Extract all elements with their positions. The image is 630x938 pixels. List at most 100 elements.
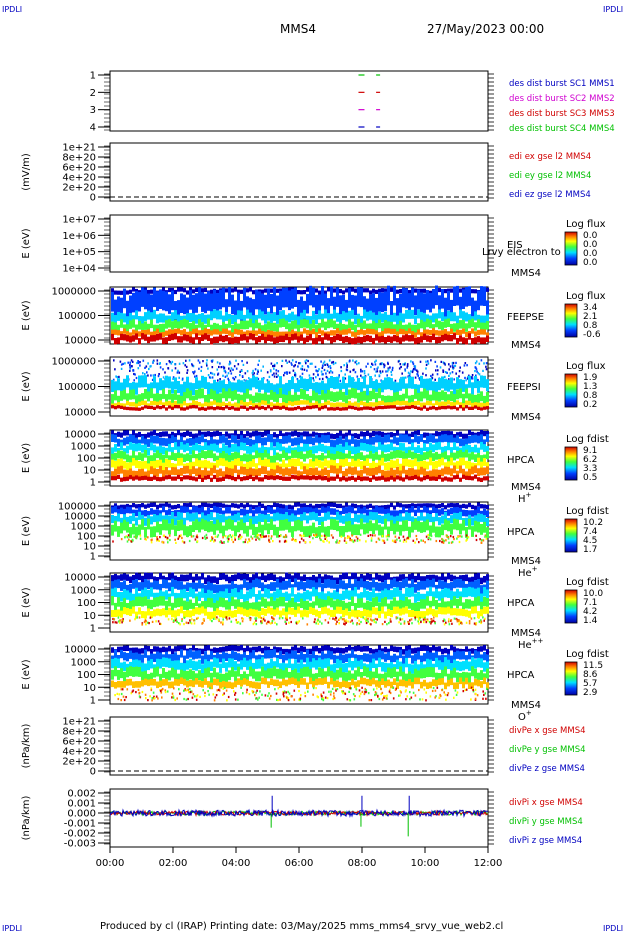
spectrogram-cell xyxy=(402,521,405,532)
spectrogram-cell xyxy=(207,450,210,458)
spectrogram-cell xyxy=(207,612,210,619)
spectrogram-speck xyxy=(191,618,193,620)
spectrogram-cell xyxy=(384,589,387,598)
spectrogram-cell xyxy=(195,506,198,513)
spectrogram-cell xyxy=(351,525,354,536)
spectrogram-cell xyxy=(156,505,159,509)
spectrogram-cell xyxy=(300,646,303,652)
spectrogram-cell xyxy=(210,504,213,508)
spectrogram-cell xyxy=(441,478,444,482)
spectrogram-speck xyxy=(448,542,450,544)
spectrogram-speck xyxy=(333,363,335,365)
spectrogram-speck xyxy=(208,374,210,376)
spectrogram-cell xyxy=(288,505,291,509)
spectrogram-cell xyxy=(177,381,180,393)
spectrogram-cell xyxy=(339,515,342,523)
spectrogram-cell xyxy=(165,431,168,436)
spectrogram-speck xyxy=(459,541,461,543)
legend-entry: divPe x gse MMS4 xyxy=(509,726,586,736)
spectrogram-cell xyxy=(159,504,162,508)
spectrogram-cell xyxy=(450,582,453,591)
spectrogram-cell xyxy=(369,391,372,401)
spectrogram-cell xyxy=(411,610,414,617)
spectrogram-cell xyxy=(186,335,189,341)
spectrogram-cell xyxy=(411,377,414,389)
spectrogram-cell xyxy=(177,458,180,466)
spectrogram-cell xyxy=(312,646,315,652)
spectrogram-cell xyxy=(429,458,432,466)
spectrogram-cell xyxy=(453,519,456,530)
spectrogram-cell xyxy=(333,610,336,617)
spectrogram-cell xyxy=(267,514,270,522)
spectrogram-cell xyxy=(483,504,486,508)
legend-entry: divPi y gse MMS4 xyxy=(509,817,583,827)
spectrogram-speck xyxy=(264,620,266,622)
spectrogram-cell xyxy=(246,330,249,335)
spectrogram-cell xyxy=(375,435,378,443)
spectrogram-cell xyxy=(189,323,192,332)
spectrogram-speck xyxy=(299,534,301,536)
spectrogram-cell xyxy=(336,584,339,593)
spectrogram-speck xyxy=(478,617,480,619)
spectrogram-cell xyxy=(309,476,312,480)
spectrogram-cell xyxy=(354,646,357,652)
spectrogram-cell xyxy=(330,376,333,388)
spectrogram-speck xyxy=(271,535,273,537)
spectrogram-cell xyxy=(378,312,381,321)
spectrogram-speck xyxy=(268,535,270,537)
spectrogram-cell xyxy=(213,611,216,618)
spectrogram-cell xyxy=(393,470,396,478)
spectrogram-cell xyxy=(450,508,453,515)
spectrogram-cell xyxy=(225,391,228,401)
spectrogram-speck xyxy=(121,621,123,623)
spectrogram-cell xyxy=(180,590,183,599)
spectrogram-speck xyxy=(479,373,481,375)
spectrogram-cell xyxy=(153,461,156,469)
spectrogram-speck xyxy=(224,370,226,372)
spectrogram-cell xyxy=(345,336,348,342)
spectrogram-cell xyxy=(171,512,174,520)
spectrogram-cell xyxy=(315,468,318,476)
spectrogram-cell xyxy=(483,286,486,306)
spectrogram-cell xyxy=(183,432,186,437)
spectrogram-speck xyxy=(398,621,400,623)
spectrogram-cell xyxy=(123,607,126,614)
spectrogram-cell xyxy=(186,431,189,436)
spectrogram-cell xyxy=(204,520,207,531)
legend-entry: edi ex gse l2 MMS4 xyxy=(509,152,591,162)
spectrogram-speck xyxy=(445,371,447,373)
spectrogram-cell xyxy=(195,458,198,466)
spectrogram-speck xyxy=(371,540,373,542)
spectrogram-speck xyxy=(346,362,348,364)
spectrogram-cell xyxy=(459,439,462,447)
spectrogram-cell xyxy=(486,527,489,538)
spectrogram-cell xyxy=(462,320,465,329)
spectrogram-cell xyxy=(438,337,441,343)
spectrogram-speck xyxy=(282,360,284,362)
spectrogram-cell xyxy=(384,519,387,530)
spectrogram-cell xyxy=(225,453,228,461)
spectrogram-cell xyxy=(309,607,312,614)
spectrogram-cell xyxy=(402,377,405,389)
spectrogram-speck xyxy=(322,378,324,380)
spectrogram-speck xyxy=(486,538,488,540)
spectrogram-cell xyxy=(444,519,447,530)
spectrogram-cell xyxy=(432,313,435,322)
spectrogram-cell xyxy=(432,334,435,340)
spectrogram-cell xyxy=(303,592,306,601)
spectrogram-speck xyxy=(169,539,171,541)
spectrogram-cell xyxy=(144,588,147,597)
spectrogram-speck xyxy=(357,540,359,542)
y-axis-label: E (eV) xyxy=(21,228,32,258)
spectrogram-cell xyxy=(474,289,477,293)
spectrogram-cell xyxy=(123,430,126,435)
spectrogram-cell xyxy=(432,645,435,651)
spectrogram-cell xyxy=(159,289,162,309)
spectrogram-speck xyxy=(422,373,424,375)
spectrogram-speck xyxy=(272,540,274,542)
spectrogram-cell xyxy=(369,311,372,320)
spectrogram-cell xyxy=(180,581,183,590)
spectrogram-speck xyxy=(459,535,461,537)
spectrogram-cell xyxy=(201,335,204,341)
